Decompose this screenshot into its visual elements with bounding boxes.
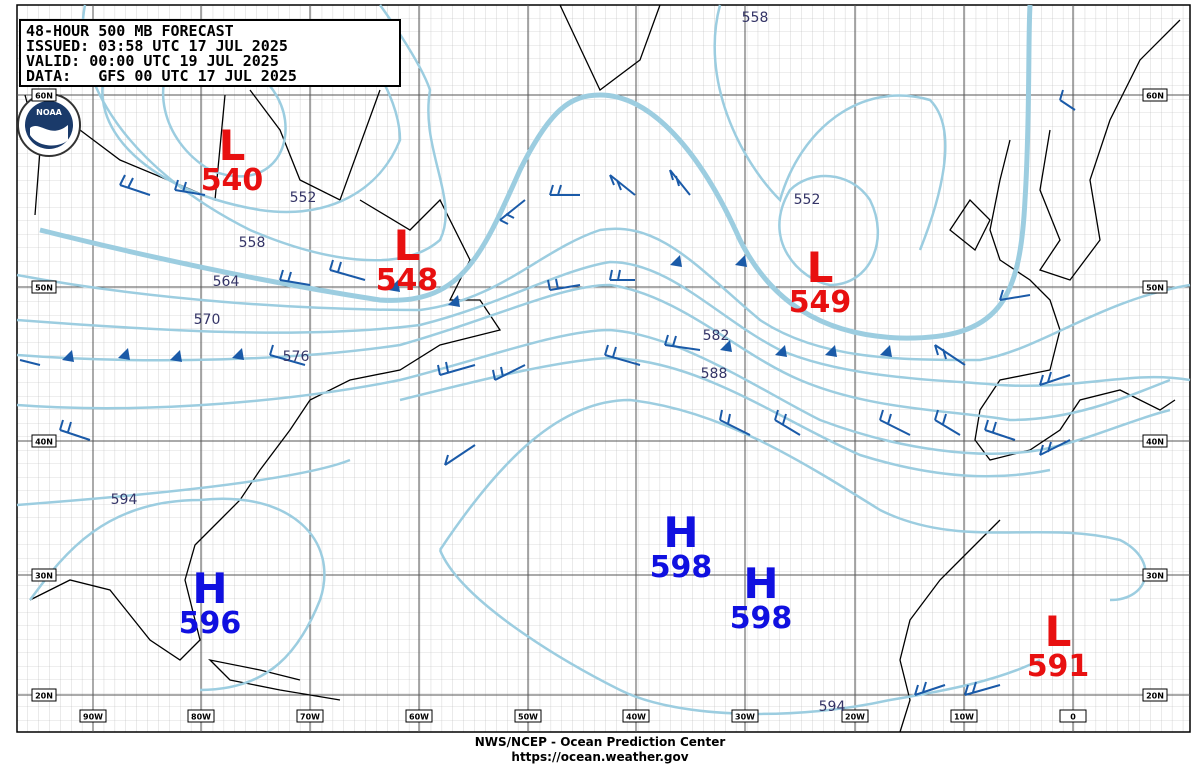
- map-frame: [16, 4, 1191, 733]
- label-box: [405, 709, 433, 723]
- contour-label: 582: [703, 328, 730, 344]
- contour-label: 552: [290, 190, 317, 206]
- label-box: [950, 709, 978, 723]
- latitude-label: 20N: [35, 692, 53, 701]
- contour-label: 564: [213, 274, 240, 290]
- contour-label: 576: [283, 349, 310, 365]
- label-box: [514, 709, 542, 723]
- label-box: [1142, 280, 1168, 294]
- contour-labels: 558 552 558 564 570 576 582 588 594 594 …: [111, 10, 846, 715]
- graticule-labels: 60N 60N 50N 50N 40N 40N 30N 30N 20N 20N 90W 80W 70W 6…: [31, 88, 1168, 723]
- center-letter: H: [743, 559, 778, 608]
- contour-label: 552: [794, 192, 821, 208]
- longitude-label: 10W: [954, 713, 974, 722]
- center-letter: H: [192, 564, 227, 613]
- label-box: [79, 709, 107, 723]
- height-contours: [16, 4, 1191, 716]
- longitude-label: 0: [1070, 713, 1076, 722]
- wind-barbs: [19, 89, 1076, 696]
- header-box: 48-HOUR 500 MB FORECAST ISSUED: 03:58 UT…: [19, 19, 401, 87]
- label-box: [1142, 688, 1168, 702]
- label-box: [31, 688, 57, 702]
- label-box: [187, 709, 215, 723]
- longitude-label: 70W: [300, 713, 320, 722]
- center-value: 540: [201, 163, 264, 198]
- longitude-label: 30W: [735, 713, 755, 722]
- center-letter: H: [663, 508, 698, 557]
- header-line: DATA: GFS 00 UTC 17 JUL 2025: [26, 67, 297, 85]
- center-letter: L: [1045, 607, 1072, 656]
- contour-label: 594: [111, 492, 138, 508]
- footer-agency: NWS/NCEP - Ocean Prediction Center: [475, 735, 726, 749]
- label-box: [296, 709, 324, 723]
- noaa-logo: NOAA: [17, 93, 81, 157]
- label-box: [731, 709, 759, 723]
- logo-text: NOAA: [36, 108, 62, 117]
- header-line: 48-HOUR 500 MB FORECAST: [26, 22, 234, 40]
- longitude-label: 90W: [83, 713, 103, 722]
- center-value: 598: [730, 601, 793, 636]
- latitude-label: 50N: [1146, 284, 1164, 293]
- label-box: [1059, 709, 1087, 723]
- longitude-label: 80W: [191, 713, 211, 722]
- latitude-label: 30N: [1146, 572, 1164, 581]
- latitude-label: 20N: [1146, 692, 1164, 701]
- label-box: [31, 88, 57, 102]
- center-value: 549: [789, 285, 852, 320]
- label-box: [31, 434, 57, 448]
- contour-label: 570: [194, 312, 221, 328]
- latitude-label: 60N: [1146, 92, 1164, 101]
- footer-url: https://ocean.weather.gov: [511, 750, 688, 764]
- longitude-label: 50W: [518, 713, 538, 722]
- center-value: 548: [376, 263, 439, 298]
- contour-label: 588: [701, 366, 728, 382]
- longitude-label: 40W: [626, 713, 646, 722]
- center-value: 591: [1027, 649, 1090, 684]
- latitude-label: 50N: [35, 284, 53, 293]
- center-value: 598: [650, 550, 713, 585]
- label-box: [1142, 434, 1168, 448]
- longitude-label: 20W: [845, 713, 865, 722]
- label-box: [622, 709, 650, 723]
- label-box: [841, 709, 869, 723]
- label-box: [31, 568, 57, 582]
- latitude-label: 30N: [35, 572, 53, 581]
- label-box: [1142, 88, 1168, 102]
- header-line: VALID: 00:00 UTC 19 JUL 2025: [26, 52, 279, 70]
- contour-label: 558: [742, 10, 769, 26]
- contour-label: 558: [239, 235, 266, 251]
- latitude-label: 40N: [35, 438, 53, 447]
- center-letter: L: [219, 121, 246, 170]
- center-value: 596: [179, 606, 242, 641]
- header-line: ISSUED: 03:58 UTC 17 JUL 2025: [26, 37, 288, 55]
- center-letter: L: [807, 243, 834, 292]
- longitude-label: 60W: [409, 713, 429, 722]
- contour-label: 594: [819, 699, 846, 715]
- center-letter: L: [394, 221, 421, 270]
- latitude-label: 40N: [1146, 438, 1164, 447]
- label-box: [31, 280, 57, 294]
- label-box: [1142, 568, 1168, 582]
- latitude-label: 60N: [35, 92, 53, 101]
